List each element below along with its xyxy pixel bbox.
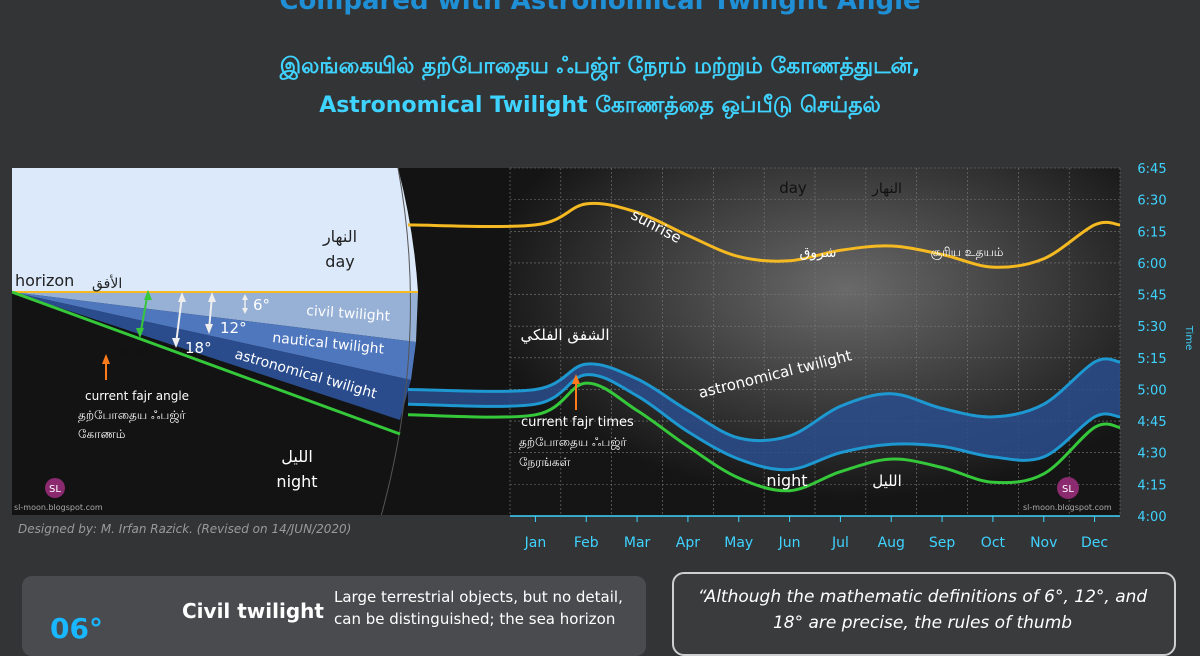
chart-day-label: day [779, 179, 807, 197]
y-tick-label: 5:45 [1137, 289, 1166, 304]
chart-logo-text: SL [1062, 484, 1074, 495]
y-tick-label: 4:15 [1137, 478, 1166, 493]
x-tick-label: Jul [831, 535, 849, 551]
fajr-angle-label-ta-2: கோணம் [78, 427, 125, 441]
angle-18-arrow [175, 295, 183, 345]
x-tick-label: Aug [878, 535, 905, 551]
angle-12-label: 12° [220, 319, 247, 337]
page-title: Compared with Astronomical Twilight Angl… [279, 0, 921, 16]
x-tick-label: Jun [778, 535, 801, 551]
horizon-label-ar: الأفق [92, 274, 122, 292]
chart-blog-url: sl-moon.blogspot.com [1023, 503, 1112, 512]
horizon-label: horizon [15, 271, 74, 290]
subtitle-tamil-line-1: இலங்கையில் தற்போதைய ஃபஜ்ர் நேரம் மற்றும்… [279, 54, 921, 79]
x-tick-label: Dec [1081, 535, 1108, 551]
night-label: night [276, 472, 317, 491]
y-tick-label: 5:30 [1137, 320, 1166, 335]
astro-label-ar: الشفق الفلكي [520, 326, 609, 345]
x-tick-label: Nov [1030, 535, 1057, 551]
x-tick-label: May [724, 535, 753, 551]
y-axis-title: Time [1183, 325, 1194, 350]
designer-credit: Designed by: M. Irfan Razick. (Revised o… [18, 522, 352, 536]
angle-18-label: 18° [185, 339, 212, 357]
earth-curve [380, 168, 411, 515]
y-tick-label: 4:45 [1137, 415, 1166, 430]
x-tick-label: Feb [574, 535, 599, 551]
fajr-angle-line [12, 290, 401, 436]
y-tick-label: 6:00 [1137, 257, 1166, 272]
x-tick-label: Apr [676, 535, 700, 551]
subtitle-tamil-line-2: Astronomical Twilight கோணத்தை ஒப்பீடு செ… [319, 93, 881, 118]
astro-twilight-lower-line [407, 373, 1121, 472]
fajr-times-label: current fajr times [521, 415, 634, 430]
x-tick-label: Jan [524, 535, 547, 551]
chart-night-label-ar: الليل [872, 472, 902, 490]
chart-night-label: night [766, 471, 807, 490]
civil-twilight-label: civil twilight [306, 303, 391, 325]
y-tick-label: 5:15 [1137, 352, 1166, 367]
fajr-angle-label: current fajr angle [85, 389, 189, 403]
x-tick-label: Mar [624, 535, 651, 551]
blog-url: sl-moon.blogspot.com [14, 503, 103, 512]
fajr-times-label-ta: தற்போதைய ஃபஜ்ர் [519, 435, 627, 449]
x-tick-label: Sep [929, 535, 956, 551]
sunrise-label-ar: شروق [799, 245, 836, 261]
sunrise-line [407, 201, 1121, 269]
civil-twilight-description: Large terrestrial objects, but no detail… [334, 588, 623, 628]
chart-logo-icon [1057, 477, 1079, 499]
astronomical-twilight-band [12, 292, 411, 420]
nautical-twilight-band [12, 292, 416, 380]
night-label-ar: الليل [281, 447, 313, 466]
angle-6-label: 6° [253, 296, 270, 314]
day-label: day [325, 252, 354, 271]
y-tick-label: 4:00 [1137, 510, 1166, 525]
quote-text: “Although the mathematic definitions of … [697, 587, 1148, 633]
civil-twilight-band [12, 292, 418, 342]
y-tick-label: 4:30 [1137, 447, 1166, 462]
astro-twilight-upper-line [407, 357, 1121, 443]
day-label-ar: النهار [322, 227, 357, 247]
y-tick-label: 6:30 [1137, 194, 1166, 209]
civil-twilight-heading: Civil twilight [182, 599, 324, 623]
fajr-times-label-ta-2: நேரங்கள் [519, 455, 571, 469]
fajr-times-chart: 4:00 4:15 4:30 4:45 5:00 5:15 5:30 5:45 6:00 6:15… [407, 162, 1194, 551]
logo-icon [45, 478, 65, 498]
civil-degree: 06° [50, 612, 103, 645]
y-tick-label: 5:00 [1137, 383, 1166, 398]
fajr-angle-value: 19° 50' [114, 346, 150, 357]
y-tick-label: 6:15 [1137, 225, 1166, 240]
logo-text: SL [49, 484, 61, 495]
sunrise-label-ta: சூரிய உதயம் [931, 245, 1004, 260]
day-region [12, 168, 418, 292]
astronomical-twilight-band-chart [408, 358, 1120, 470]
chart-day-label-ar: النهار [871, 181, 902, 197]
y-tick-label: 6:45 [1137, 162, 1166, 177]
fajr-angle-label-ta: தற்போதைய ஃபஜ்ர் [78, 408, 186, 422]
fajr-times-line [407, 381, 1121, 493]
x-tick-label: Oct [981, 535, 1006, 551]
